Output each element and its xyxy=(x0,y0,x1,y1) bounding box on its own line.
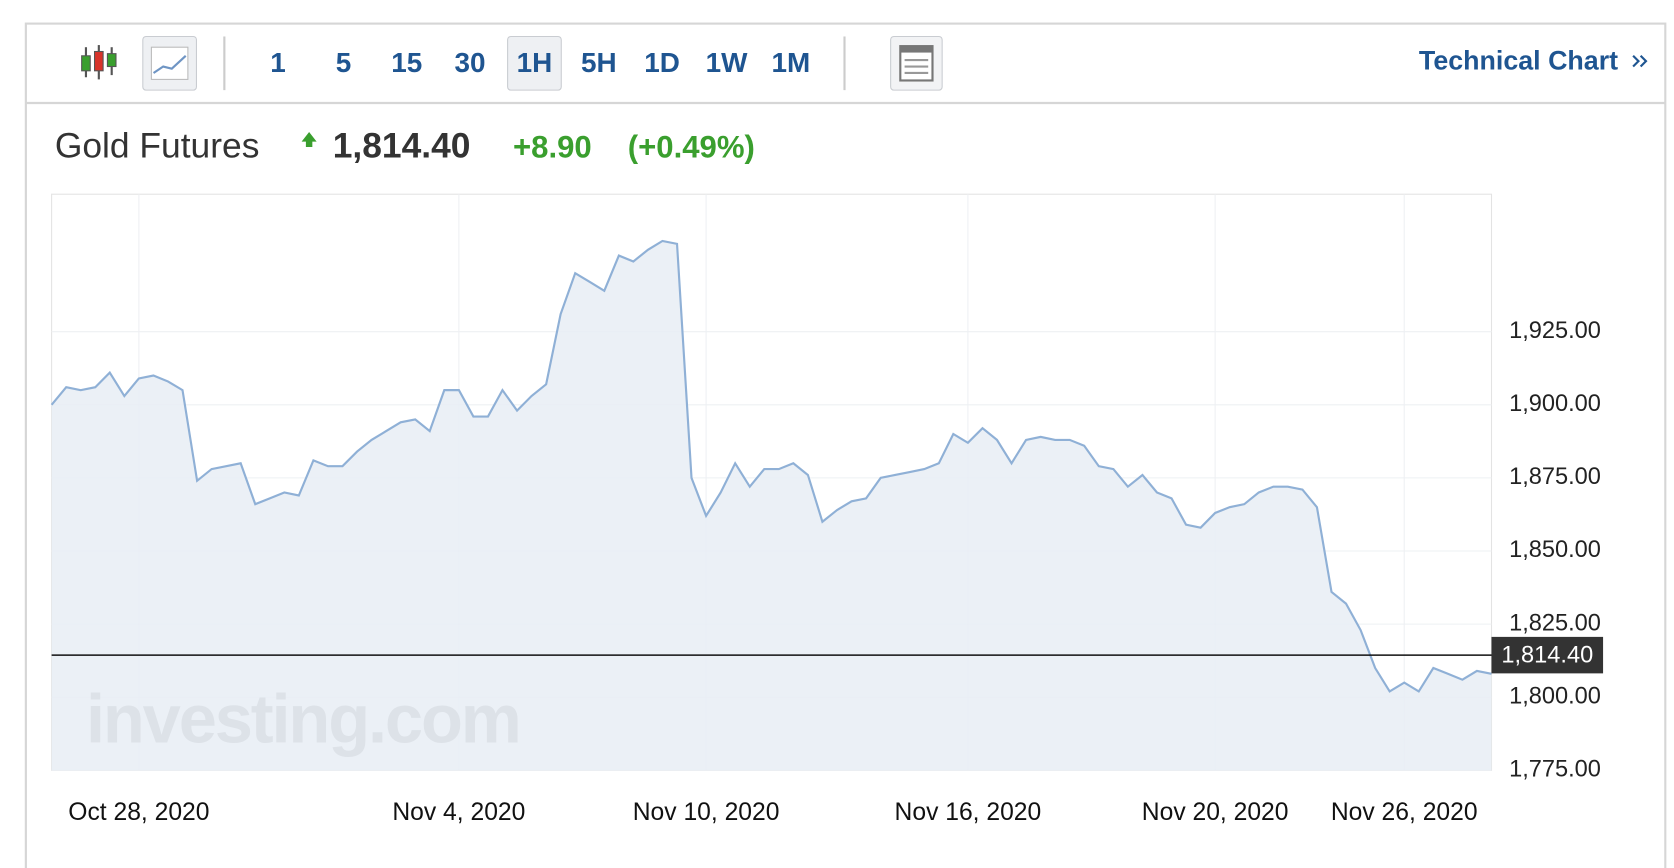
x-tick-label: Nov 16, 2020 xyxy=(895,799,1042,826)
y-tick-label: 1,900.00 xyxy=(1509,391,1601,417)
up-arrow xyxy=(301,131,317,147)
interval-button[interactable]: 5 xyxy=(336,47,352,78)
interval-button[interactable]: 1H xyxy=(517,47,553,78)
interval-button[interactable]: 1M xyxy=(771,47,810,78)
interval-button[interactable]: 1D xyxy=(644,47,680,78)
chevron-icon[interactable] xyxy=(1632,55,1648,68)
last-price-label: 1,814.40 xyxy=(1501,642,1593,668)
interval-button[interactable]: 15 xyxy=(391,47,422,78)
change-percent: (+0.49%) xyxy=(628,129,755,164)
price-line xyxy=(50,239,1492,693)
x-tick-label: Oct 28, 2020 xyxy=(68,799,209,826)
y-tick-label: 1,925.00 xyxy=(1509,318,1601,344)
last-price-box xyxy=(1491,636,1604,674)
y-tick-label: 1,800.00 xyxy=(1509,683,1601,709)
y-tick-label: 1,775.00 xyxy=(1509,757,1601,783)
change: +8.90 xyxy=(513,129,592,164)
x-tick-label: Nov 20, 2020 xyxy=(1142,799,1289,826)
line-icon[interactable] xyxy=(142,35,197,91)
instrument-name: Gold Futures xyxy=(55,125,260,165)
interval-button[interactable]: 30 xyxy=(455,47,486,78)
y-tick-label: 1,850.00 xyxy=(1509,537,1601,563)
x-tick-label: Nov 4, 2020 xyxy=(392,799,525,826)
y-tick-label: 1,875.00 xyxy=(1509,464,1601,490)
interval-button[interactable]: 1 xyxy=(270,47,286,78)
candle-icon[interactable] xyxy=(81,45,117,80)
interval-button[interactable]: 1W xyxy=(706,47,749,78)
technical-chart-link[interactable]: Technical Chart xyxy=(1419,45,1618,75)
price: 1,814.40 xyxy=(333,125,471,165)
x-tick-label: Nov 10, 2020 xyxy=(633,799,780,826)
active-interval xyxy=(507,35,562,91)
interval-button[interactable]: 5H xyxy=(581,47,617,78)
x-tick-label: Nov 26, 2020 xyxy=(1331,799,1478,826)
y-tick-label: 1,825.00 xyxy=(1509,610,1601,636)
area xyxy=(51,240,1492,771)
chart: 1,775.00 1,800.00 1,825.00 1,850.00 1,875.00… xyxy=(50,193,1604,826)
table-icon[interactable] xyxy=(890,35,943,91)
